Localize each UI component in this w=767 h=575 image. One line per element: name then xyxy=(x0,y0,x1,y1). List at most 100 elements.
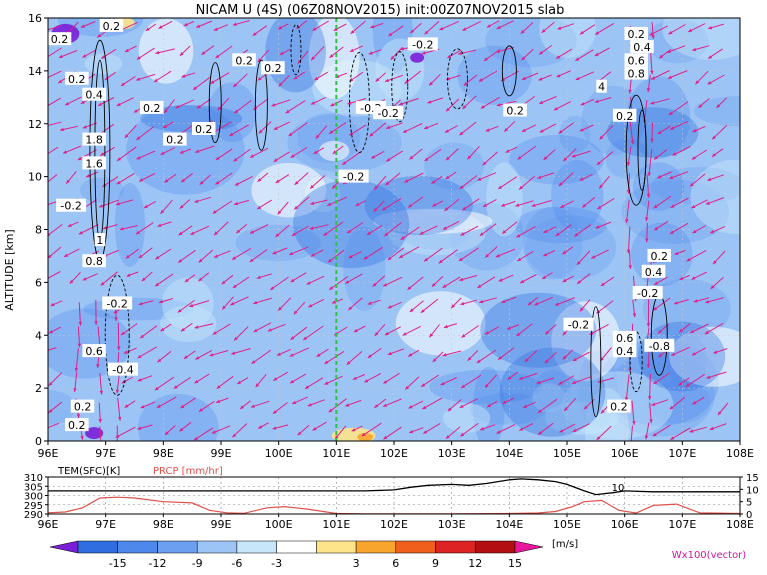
y-tick-label: 14 xyxy=(28,65,42,78)
wind-vector-head xyxy=(704,330,709,335)
wind-vector-head xyxy=(482,161,487,166)
wind-vector-head xyxy=(178,259,183,263)
wind-vector xyxy=(193,427,214,441)
wind-vector-head xyxy=(477,284,482,288)
shading-patch xyxy=(522,207,583,280)
wind-vector-head xyxy=(374,185,378,190)
shading-patch xyxy=(251,162,327,218)
wind-vector-head xyxy=(251,360,256,364)
wind-vector xyxy=(117,397,121,421)
shading-patch xyxy=(357,433,374,441)
wind-vector-head xyxy=(679,276,684,280)
wind-vector-head xyxy=(293,310,298,315)
wind-vector-head xyxy=(560,204,565,208)
wind-vector xyxy=(383,426,402,440)
y-tick-label: 16 xyxy=(28,12,42,25)
wind-vector-head xyxy=(387,256,392,260)
contour-label: 0.2 xyxy=(651,250,669,263)
wind-vector-head xyxy=(485,128,490,132)
colorbar-swatch xyxy=(316,540,357,554)
wind-vector-head xyxy=(653,380,658,384)
wind-vector-head xyxy=(314,76,319,81)
wind-vector-head xyxy=(420,309,425,313)
sub-x-tick-label: 108E xyxy=(726,518,754,531)
colorbar-swatch xyxy=(276,540,317,554)
wind-vector-head xyxy=(50,302,55,307)
contour-label-bg xyxy=(82,132,106,146)
x-tick-label: 100E xyxy=(265,447,293,460)
x-tick-label: 98E xyxy=(153,447,174,460)
wind-vector-head xyxy=(351,428,356,432)
wind-vector-head xyxy=(557,26,562,30)
vector-legend-label: Wx100(vector) xyxy=(672,550,747,561)
contour-label-bg xyxy=(99,18,124,32)
wind-vector-head xyxy=(157,223,162,227)
chart-title: NICAM U (4S) (06Z08NOV2015) init:00Z07NO… xyxy=(196,3,565,18)
wind-vector-head xyxy=(595,225,600,229)
wind-vector-head xyxy=(678,382,683,386)
contour-label-bg xyxy=(65,71,89,85)
wind-vector-head xyxy=(199,180,204,185)
contour-label-bg xyxy=(47,32,72,46)
wind-vector-head xyxy=(124,134,129,138)
wind-vector xyxy=(686,249,707,262)
wind-vector-head xyxy=(155,50,160,55)
wind-vector-head xyxy=(594,99,599,103)
wind-vector-head xyxy=(100,152,105,156)
wind-vector-head xyxy=(670,230,674,234)
wind-vector-head xyxy=(58,79,63,84)
wind-vector-head xyxy=(404,179,409,183)
wind-vector-head xyxy=(670,204,675,208)
wind-vector-head xyxy=(496,430,501,434)
wind-vector-head xyxy=(346,361,351,365)
wind-vector-head xyxy=(77,156,82,161)
wind-vector-head xyxy=(82,54,87,58)
wind-vector-head xyxy=(384,331,389,336)
wind-vector-head xyxy=(367,354,372,358)
wind-vector-head xyxy=(49,330,53,334)
contour-label: 0.2 xyxy=(264,62,282,75)
wind-vector-head xyxy=(294,205,299,210)
wind-vector xyxy=(685,373,706,388)
wind-vector-head xyxy=(440,381,445,386)
wind-vector-head xyxy=(692,401,697,405)
wind-vector-head xyxy=(290,379,295,384)
wind-vector-head xyxy=(505,149,510,153)
wind-vector-head xyxy=(657,130,662,135)
wind-vector-head xyxy=(461,334,466,338)
wind-vector-head xyxy=(496,25,501,29)
wind-vector xyxy=(192,75,212,91)
wind-vector-head xyxy=(249,258,254,262)
wind-vector-head xyxy=(579,307,584,312)
wind-vector-head xyxy=(164,179,169,183)
wind-vector-head xyxy=(480,105,485,109)
contour-label-bg xyxy=(612,330,637,344)
wind-vector-head xyxy=(194,379,199,384)
wind-vector xyxy=(115,426,136,439)
wind-vector-head xyxy=(501,203,506,207)
colorbar-tick-label: -6 xyxy=(231,557,242,570)
wind-vector-head xyxy=(460,301,465,306)
wind-vector-head xyxy=(628,265,632,269)
wind-vector xyxy=(420,298,439,314)
wind-vector-head xyxy=(555,232,560,236)
wind-vector-head xyxy=(644,435,649,440)
shading-patch xyxy=(524,215,617,280)
wind-vector-head xyxy=(691,156,696,160)
wind-vector-head xyxy=(125,254,130,259)
wind-vector-head xyxy=(462,27,467,31)
wind-vector-head xyxy=(158,25,163,29)
wind-vector-head xyxy=(458,257,463,262)
wind-vector-head xyxy=(48,382,53,386)
wind-vector-head xyxy=(293,75,298,80)
wind-vector-head xyxy=(211,430,216,434)
wind-vector xyxy=(117,322,120,351)
wind-vector-head xyxy=(545,330,550,335)
wind-vector-head xyxy=(691,204,696,209)
contour-label: 1 xyxy=(96,234,103,247)
wind-vector-head xyxy=(646,88,651,92)
contour-line xyxy=(348,52,370,154)
wind-vector xyxy=(78,224,99,235)
wind-vector-head xyxy=(100,281,105,286)
wind-vector-head xyxy=(594,52,599,56)
